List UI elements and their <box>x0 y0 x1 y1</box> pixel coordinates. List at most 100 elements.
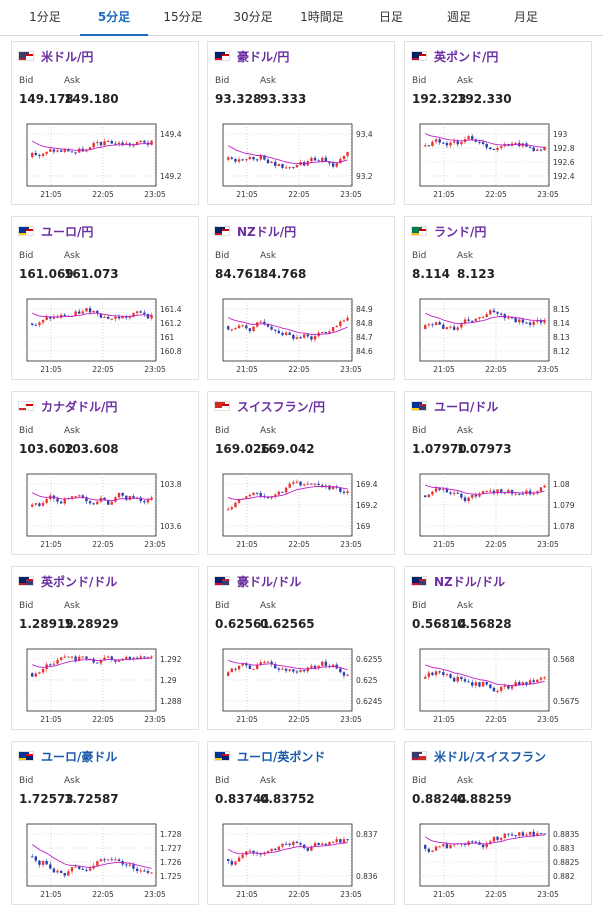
bid-label: Bid <box>19 426 34 436</box>
rate-card[interactable]: ユーロ/英ポンド Bid Ask 0.83744 0.83752 0.837 0.… <box>207 741 395 905</box>
pair-name[interactable]: ランド/円 <box>434 224 487 239</box>
candle-body <box>510 317 514 319</box>
y-tick-label: 1.078 <box>553 522 575 531</box>
candlestick-chart[interactable]: 1.08 1.079 1.078 21:05 22:05 23:05 <box>411 466 589 552</box>
candle-body <box>150 656 153 658</box>
candle-body <box>248 665 252 669</box>
candlestick-chart[interactable]: 0.568 0.5675 21:05 22:05 23:05 <box>411 641 589 727</box>
rate-card[interactable]: 米ドル/スイスフラン Bid Ask 0.88244 0.88259 0.883… <box>404 741 592 905</box>
candle-body <box>434 671 438 676</box>
candlestick-chart[interactable]: 149.4 149.2 21:05 22:05 23:05 <box>18 116 196 202</box>
rate-card[interactable]: 米ドル/円 Bid Ask 149.178 149.180 149.4 149.2… <box>11 41 199 205</box>
card-title: 米ドル/スイスフラン <box>411 748 546 764</box>
candlestick-chart[interactable]: 0.8835 0.883 0.8825 0.882 21:05 22:05 23:05 <box>411 816 589 902</box>
candle-body <box>438 846 441 848</box>
rate-card[interactable]: ランド/円 Bid Ask 8.114 8.123 8.15 8.14 8.13 8.… <box>404 216 592 380</box>
pair-name[interactable]: カナダドル/円 <box>41 399 118 414</box>
rate-card[interactable]: 豪ドル/円 Bid Ask 93.328 93.333 93.4 93.2 21:0… <box>207 41 395 205</box>
candlestick-chart[interactable]: 8.15 8.14 8.13 8.12 21:05 22:05 23:05 <box>411 291 589 377</box>
rate-card[interactable]: スイスフラン/円 Bid Ask 169.026 169.042 169.4 16… <box>207 391 395 555</box>
pair-name[interactable]: 米ドル/スイスフラン <box>434 749 547 764</box>
candle-body <box>328 842 331 846</box>
candlestick-chart[interactable]: 0.6255 0.625 0.6245 21:05 22:05 23:05 <box>214 641 392 727</box>
pair-name[interactable]: 豪ドル/ドル <box>237 574 302 589</box>
plot-frame <box>419 298 550 362</box>
ask-value: 169.042 <box>260 442 315 456</box>
candlestick-chart[interactable]: 193 192.8 192.6 192.4 21:05 22:05 23:05 <box>411 116 589 202</box>
candle-body <box>431 850 434 852</box>
candle-body <box>49 317 52 319</box>
candle-body <box>234 328 237 330</box>
candle-body <box>449 492 452 494</box>
pair-name[interactable]: 英ポンド/ドル <box>41 574 118 589</box>
candle-body <box>252 850 255 853</box>
candle-body <box>99 859 103 862</box>
candlestick-chart[interactable]: 103.8 103.6 21:05 22:05 23:05 <box>18 466 196 552</box>
bid-label: Bid <box>215 76 230 86</box>
candle-body <box>139 870 142 872</box>
tab-3[interactable]: 30分足 <box>233 10 273 24</box>
candle-body <box>281 163 284 168</box>
pair-name[interactable]: NZドル/ドル <box>434 574 506 589</box>
pair-name[interactable]: ユーロ/円 <box>41 224 94 239</box>
candle-body <box>38 860 41 865</box>
eu-gb-flag-icon <box>214 751 230 761</box>
tab-5[interactable]: 日足 <box>378 10 403 24</box>
ask-label: Ask <box>457 426 474 436</box>
plot-frame <box>26 473 157 537</box>
candlestick-chart[interactable]: 93.4 93.2 21:05 22:05 23:05 <box>214 116 392 202</box>
rate-card[interactable]: NZドル/ドル Bid Ask 0.56814 0.56828 0.568 0.5… <box>404 566 592 730</box>
candle-body <box>485 843 488 848</box>
rate-card[interactable]: NZドル/円 Bid Ask 84.761 84.768 84.9 84.8 84.… <box>207 216 395 380</box>
pair-name[interactable]: NZドル/円 <box>237 224 297 239</box>
x-tick-label: 21:05 <box>236 715 258 724</box>
y-tick-label: 0.8825 <box>553 858 579 867</box>
rate-card[interactable]: 豪ドル/ドル Bid Ask 0.62561 0.62565 0.6255 0.6… <box>207 566 395 730</box>
candle-body <box>52 663 56 665</box>
pair-name[interactable]: スイスフラン/円 <box>237 399 326 414</box>
tab-4[interactable]: 1時間足 <box>300 10 344 24</box>
candle-body <box>146 499 150 503</box>
candle-body <box>106 140 110 142</box>
tab-6[interactable]: 週足 <box>446 10 471 24</box>
candle-body <box>328 485 331 490</box>
tab-7[interactable]: 月足 <box>513 10 538 24</box>
rate-card[interactable]: カナダドル/円 Bid Ask 103.602 103.608 103.8 103… <box>11 391 199 555</box>
pair-name[interactable]: 豪ドル/円 <box>237 49 290 64</box>
candle-body <box>143 870 146 872</box>
candlestick-chart[interactable]: 169.4 169.2 169 21:05 22:05 23:05 <box>214 466 392 552</box>
tab-0[interactable]: 1分足 <box>29 10 61 24</box>
candle-body <box>230 861 234 865</box>
candle-body <box>299 843 302 845</box>
candle-body <box>507 490 510 494</box>
candlestick-chart[interactable]: 1.292 1.29 1.288 21:05 22:05 23:05 <box>18 641 196 727</box>
candle-body <box>45 499 48 503</box>
bid-value: 161.069 <box>19 267 74 281</box>
candle-body <box>92 658 95 663</box>
rate-card[interactable]: ユーロ/円 Bid Ask 161.069 161.073 161.4 161.2… <box>11 216 199 380</box>
candlestick-chart[interactable]: 1.728 1.727 1.726 1.725 21:05 22:05 23:05 <box>18 816 196 902</box>
candle-body <box>270 661 273 665</box>
rate-card[interactable]: ユーロ/豪ドル Bid Ask 1.72573 1.72587 1.728 1.7… <box>11 741 199 905</box>
candle-body <box>41 319 45 323</box>
tab-1[interactable]: 5分足 <box>80 0 148 36</box>
pair-name[interactable]: ユーロ/豪ドル <box>41 749 118 764</box>
candle-body <box>135 311 139 314</box>
rate-card[interactable]: ユーロ/ドル Bid Ask 1.07970 1.07973 1.08 1.079… <box>404 391 592 555</box>
candle-body <box>49 149 52 152</box>
candlestick-chart[interactable]: 161.4 161.2 161 160.8 21:05 22:05 23:05 <box>18 291 196 377</box>
pair-name[interactable]: ユーロ/英ポンド <box>237 749 326 764</box>
pair-name[interactable]: 英ポンド/円 <box>434 49 499 64</box>
pair-name[interactable]: 米ドル/円 <box>41 49 94 64</box>
tab-2[interactable]: 15分足 <box>163 10 203 24</box>
rate-card[interactable]: 英ポンド/ドル Bid Ask 1.28919 1.28929 1.292 1.2… <box>11 566 199 730</box>
candlestick-chart[interactable]: 84.9 84.8 84.7 84.6 21:05 22:05 23:05 <box>214 291 392 377</box>
pair-name[interactable]: ユーロ/ドル <box>434 399 499 414</box>
candlestick-chart[interactable]: 0.837 0.836 21:05 22:05 23:05 <box>214 816 392 902</box>
candle-body <box>139 140 142 142</box>
x-tick-label: 23:05 <box>144 715 166 724</box>
eu-au-flag-icon <box>18 751 34 761</box>
candle-body <box>99 660 103 664</box>
rate-card[interactable]: 英ポンド/円 Bid Ask 192.323 192.330 193 192.8 1… <box>404 41 592 205</box>
candle-body <box>96 861 99 866</box>
